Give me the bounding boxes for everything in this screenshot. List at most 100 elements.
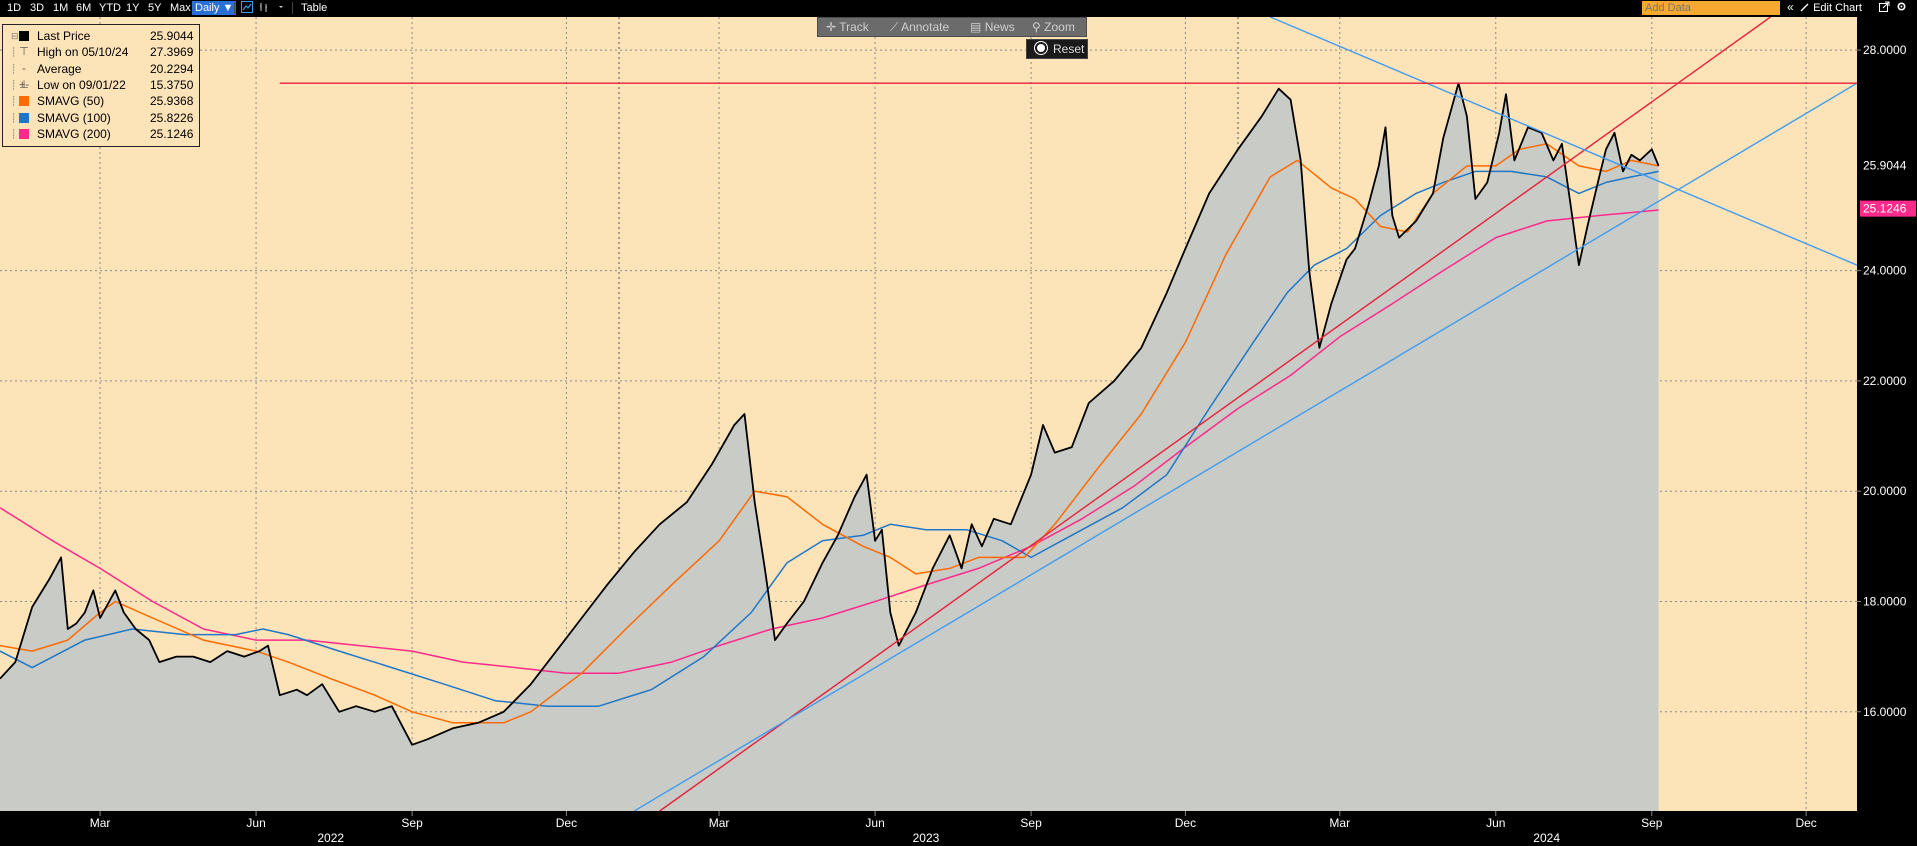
price-chart[interactable]: Mar Jun Sep Dec Mar Jun Sep Dec Mar Jun Sep Dec 2022…: [0, 17, 1917, 846]
x-axis-month-label: Mar: [1329, 816, 1350, 830]
legend-tree-icon: ┊: [11, 47, 17, 58]
edit-chart-button[interactable]: Edit Chart: [1800, 1, 1862, 15]
legend-label: Average: [37, 61, 82, 76]
toolbar-divider: [234, 2, 235, 14]
legend-tree-icon: ┊: [11, 128, 17, 139]
pencil-icon: [1800, 3, 1809, 12]
x-axis-month-label: Mar: [709, 816, 730, 830]
legend-label: SMAVG (50): [37, 94, 105, 109]
x-axis-month-label: Dec: [1175, 816, 1196, 830]
trendline: [633, 82, 1858, 812]
period-3d-button[interactable]: 3D: [30, 2, 45, 14]
legend-swatch: [19, 112, 29, 123]
y-axis-tick-label: 20.0000: [1863, 484, 1907, 498]
legend-label: Low on 09/01/22: [37, 77, 126, 92]
legend-value: 25.9368: [150, 94, 194, 109]
y-axis-tick-label: 16.0000: [1863, 705, 1907, 719]
legend-swatch: [19, 31, 29, 41]
period-6m-button[interactable]: 6M: [76, 2, 92, 14]
x-axis-month-label: Sep: [1641, 816, 1663, 830]
period-5y-button[interactable]: 5Y: [148, 2, 162, 14]
smavg-200-line: [0, 209, 1659, 674]
news-icon: ▤: [970, 20, 982, 34]
legend-item-smavg-200[interactable]: ┊ SMAVG (200) 25.1246: [7, 126, 197, 142]
period-ytd-button[interactable]: YTD: [99, 2, 121, 14]
legend-value: 15.3750: [150, 77, 194, 92]
legend-value: 25.1246: [150, 126, 194, 141]
period-1d-button[interactable]: 1D: [7, 2, 22, 14]
legend-swatch: [19, 128, 29, 139]
y-axis-tick-label: 18.0000: [1863, 594, 1907, 608]
add-data-input[interactable]: [1642, 1, 1780, 15]
legend-tree-icon: ⊟: [11, 31, 19, 41]
x-axis-month-label: Jun: [246, 816, 265, 830]
legend-tree-icon: ┊: [11, 63, 17, 74]
line-chart-icon[interactable]: [238, 1, 256, 15]
y-axis: 16.0000 18.0000 20.0000 22.0000 24.0000 28.00…: [1857, 43, 1916, 719]
legend-item-low-on-09-01-22[interactable]: ┊ ⊥ Low on 09/01/22 15.3750: [7, 77, 197, 93]
legend-label: SMAVG (200): [37, 126, 111, 141]
frequency-dropdown[interactable]: Daily ▼: [192, 1, 237, 15]
period-max-button[interactable]: Max: [170, 2, 191, 14]
smavg-100-line: [0, 170, 1659, 707]
collapse-chevron-icon[interactable]: «: [1787, 0, 1794, 14]
legend-item-smavg-100[interactable]: ┊ SMAVG (100) 25.8226: [7, 110, 197, 126]
export-icon[interactable]: [1876, 1, 1893, 15]
pencil-icon: ⟋: [890, 20, 899, 34]
legend-item-smavg-50[interactable]: ┊ SMAVG (50) 25.9368: [7, 93, 197, 109]
x-axis-month-label: Dec: [1795, 816, 1816, 830]
x-axis-month-label: Sep: [401, 816, 423, 830]
legend-item-last-price[interactable]: ⊟ Last Price 25.9044: [7, 28, 197, 44]
x-axis-month-label: Dec: [556, 816, 577, 830]
toolbar-divider: [292, 2, 293, 14]
x-axis: Mar Jun Sep Dec Mar Jun Sep Dec Mar Jun Sep Dec 2022…: [90, 811, 1817, 845]
reset-zoom-button[interactable]: Reset: [1026, 39, 1088, 59]
legend-tree-icon: ┊: [11, 96, 17, 107]
edit-chart-label: Edit Chart: [1813, 2, 1862, 14]
trendline: [1269, 17, 1858, 266]
price-area-fill: [0, 83, 1659, 811]
x-axis-month-label: Mar: [90, 816, 111, 830]
legend-item-average[interactable]: ┊ -+- Average 20.2294: [7, 61, 197, 91]
last-value-badge: [1860, 157, 1916, 174]
magnifier-icon: ⚲: [1032, 20, 1041, 34]
y-axis-tick-label: 28.0000: [1863, 43, 1907, 57]
period-1y-button[interactable]: 1Y: [126, 2, 140, 14]
bar-chart-icon[interactable]: [255, 1, 273, 15]
x-axis-year-label: 2023: [913, 831, 940, 845]
legend-value: 25.9044: [150, 29, 194, 43]
last-value-badge-label: 25.9044: [1863, 159, 1907, 173]
chart-toolbar: 1D 3D 1M 6M YTD 1Y 5Y Max Daily ▼ Table …: [0, 0, 1917, 17]
x-axis-month-label: Jun: [1486, 816, 1505, 830]
chart-legend[interactable]: ⊟ Last Price 25.9044 ┊ ⊤ High on 05/10/24 27.3…: [2, 24, 200, 147]
trendlines: [279, 17, 1858, 812]
annotate-button[interactable]: ⟋ Annotate: [890, 18, 949, 36]
reset-label: Reset: [1053, 42, 1085, 56]
y-axis-tick-label: 24.0000: [1863, 264, 1907, 278]
table-view-button[interactable]: Table: [301, 2, 328, 14]
news-button[interactable]: ▤ News: [970, 18, 1015, 36]
news-label: News: [984, 20, 1015, 34]
legend-marker-icon: -+-: [19, 62, 30, 91]
legend-marker-icon: ⊥: [19, 78, 29, 91]
legend-swatch: [19, 96, 29, 107]
x-axis-year-label: 2024: [1533, 831, 1560, 845]
x-axis-month-label: Sep: [1020, 816, 1042, 830]
legend-value: 25.8226: [150, 110, 194, 125]
legend-item-high-on-05-10-24[interactable]: ┊ ⊤ High on 05/10/24 27.3969: [7, 44, 197, 60]
period-1m-button[interactable]: 1M: [53, 2, 69, 14]
zoom-button[interactable]: ⚲ Zoom: [1032, 18, 1075, 36]
crosshair-icon: ✛: [826, 20, 837, 34]
annotate-label: Annotate: [901, 20, 950, 34]
chart-type-chevron-down-icon[interactable]: [274, 1, 288, 15]
track-button[interactable]: ✛ Track: [826, 18, 869, 36]
x-axis-month-label: Jun: [865, 816, 884, 830]
track-label: Track: [839, 20, 869, 34]
series-layer: [0, 82, 1660, 811]
gear-icon[interactable]: [1893, 1, 1910, 15]
legend-label: Last Price: [37, 29, 91, 43]
legend-value: 27.3969: [150, 45, 194, 60]
x-axis-panel: [0, 811, 1917, 846]
last-value-badge-label: 25.1246: [1863, 202, 1907, 216]
zoom-label: Zoom: [1044, 20, 1075, 34]
